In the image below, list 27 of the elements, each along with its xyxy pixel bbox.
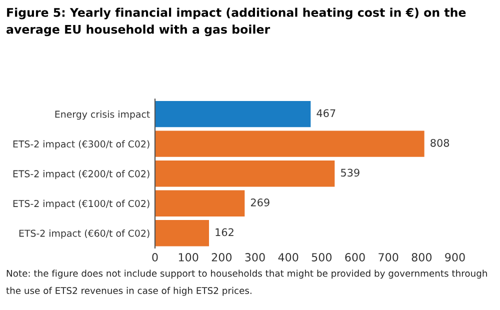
chart-title: Figure 5: Yearly financial impact (additional heating cost in €) on the average EU household with a gas boiler: [6, 8, 466, 36]
x-tick-label: 200: [212, 253, 232, 262]
data-label: 467: [316, 109, 336, 118]
bar: [155, 160, 335, 187]
y-tick-label: ETS-2 impact (€60/t of C02): [19, 230, 150, 239]
y-tick-label: ETS-2 impact (€200/t of C02): [13, 170, 150, 180]
data-label: 269: [250, 198, 270, 206]
bar: [155, 130, 424, 157]
y-tick-label: ETS-2 impact (€100/t of C02): [13, 200, 150, 209]
y-tick-label: Energy crisis impact: [55, 110, 150, 120]
x-tick-label: 100: [178, 253, 198, 262]
x-tick-label: 500: [312, 253, 332, 262]
bar: [155, 220, 209, 246]
x-tick-label: 400: [278, 253, 298, 262]
text: Note: the figure does not include support to households that might be provided by governments through the use of ETS2 revenues in case of high ETS2 prices.: [6, 270, 487, 296]
y-tick-label: ETS-2 impact (€300/t of C02): [13, 140, 150, 150]
x-tick-label: 600: [345, 253, 365, 262]
data-label: 162: [216, 228, 234, 236]
bar: [155, 190, 245, 216]
data-label: 808: [430, 138, 450, 147]
bar: [155, 100, 311, 128]
x-tick-label: 0: [152, 253, 158, 262]
x-tick-label: 800: [412, 253, 432, 262]
x-tick-label: 300: [245, 253, 265, 262]
x-tick-label: 700: [378, 253, 398, 262]
data-label: 539: [341, 168, 360, 177]
x-tick-label: 900: [445, 253, 465, 262]
